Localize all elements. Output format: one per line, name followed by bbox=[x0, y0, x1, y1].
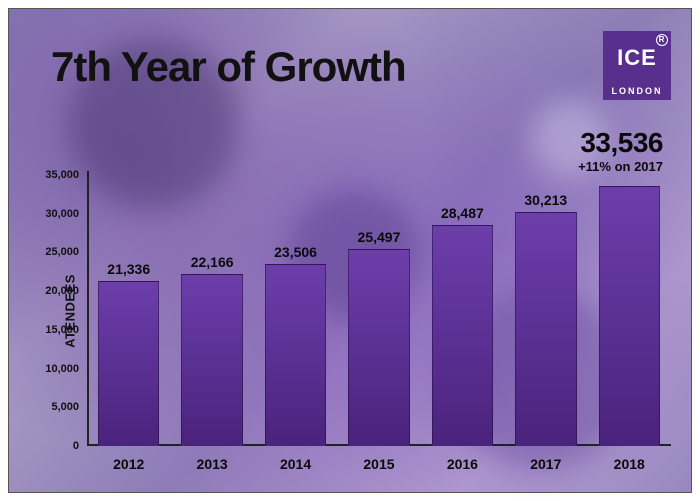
y-tick-label: 15,000 bbox=[45, 324, 79, 336]
brand-logo-text: ICE bbox=[617, 45, 657, 71]
registered-icon: R bbox=[656, 34, 668, 46]
bar-wrapper: 28,487 bbox=[423, 225, 502, 446]
bar-value-label: 28,487 bbox=[441, 205, 484, 221]
headline-callout: 33,536 +11% on 2017 bbox=[578, 127, 663, 174]
bar bbox=[348, 249, 409, 446]
bar-wrapper: 25,497 bbox=[340, 249, 419, 446]
x-tick-label: 2016 bbox=[423, 456, 502, 472]
bar bbox=[181, 274, 242, 446]
bar-value-label: 30,213 bbox=[524, 192, 567, 208]
brand-logo: ICE R LONDON bbox=[603, 31, 671, 100]
bar-wrapper: 23,506 bbox=[256, 264, 335, 446]
bar bbox=[432, 225, 493, 446]
y-tick-label: 5,000 bbox=[51, 401, 79, 413]
bar bbox=[98, 281, 159, 446]
bar-wrapper: 21,336 bbox=[89, 281, 168, 446]
x-tick-label: 2012 bbox=[89, 456, 168, 472]
x-tick-label: 2015 bbox=[340, 456, 419, 472]
bar-value-label: 21,336 bbox=[107, 261, 150, 277]
figure-frame: 7th Year of Growth ICE R LONDON 33,536 +… bbox=[0, 0, 700, 501]
figure-background: 7th Year of Growth ICE R LONDON 33,536 +… bbox=[8, 8, 692, 493]
callout-value: 33,536 bbox=[578, 127, 663, 159]
y-tick-label: 0 bbox=[73, 440, 79, 452]
brand-logo-badge: ICE R bbox=[603, 31, 671, 85]
y-tick-label: 10,000 bbox=[45, 363, 79, 375]
bar bbox=[265, 264, 326, 446]
y-tick-label: 25,000 bbox=[45, 246, 79, 258]
chart-title: 7th Year of Growth bbox=[51, 43, 406, 91]
callout-sub: +11% on 2017 bbox=[578, 159, 663, 174]
bar-value-label: 25,497 bbox=[358, 229, 401, 245]
x-tick-label: 2013 bbox=[173, 456, 252, 472]
bar-wrapper: 30,213 bbox=[506, 212, 585, 446]
bar-wrapper bbox=[590, 186, 669, 446]
x-tick-label: 2014 bbox=[256, 456, 335, 472]
y-tick-label: 20,000 bbox=[45, 285, 79, 297]
y-axis-ticks: 05,00010,00015,00020,00025,00030,00035,0… bbox=[43, 175, 83, 446]
x-tick-label: 2017 bbox=[506, 456, 585, 472]
bar-chart: ATENDEES 05,00010,00015,00020,00025,0003… bbox=[87, 175, 671, 446]
plot-area: 21,33622,16623,50625,49728,48730,213 bbox=[87, 175, 671, 446]
bar bbox=[515, 212, 576, 446]
bar bbox=[599, 186, 660, 446]
bar-value-label: 22,166 bbox=[191, 254, 234, 270]
y-tick-label: 30,000 bbox=[45, 208, 79, 220]
bars-container: 21,33622,16623,50625,49728,48730,213 bbox=[87, 175, 671, 446]
x-tick-label: 2018 bbox=[590, 456, 669, 472]
x-axis-labels: 2012 20132014 201520162017 2018 bbox=[87, 456, 671, 472]
brand-logo-sub: LONDON bbox=[603, 85, 671, 100]
bar-value-label: 23,506 bbox=[274, 244, 317, 260]
y-tick-label: 35,000 bbox=[45, 169, 79, 181]
bar-wrapper: 22,166 bbox=[173, 274, 252, 446]
